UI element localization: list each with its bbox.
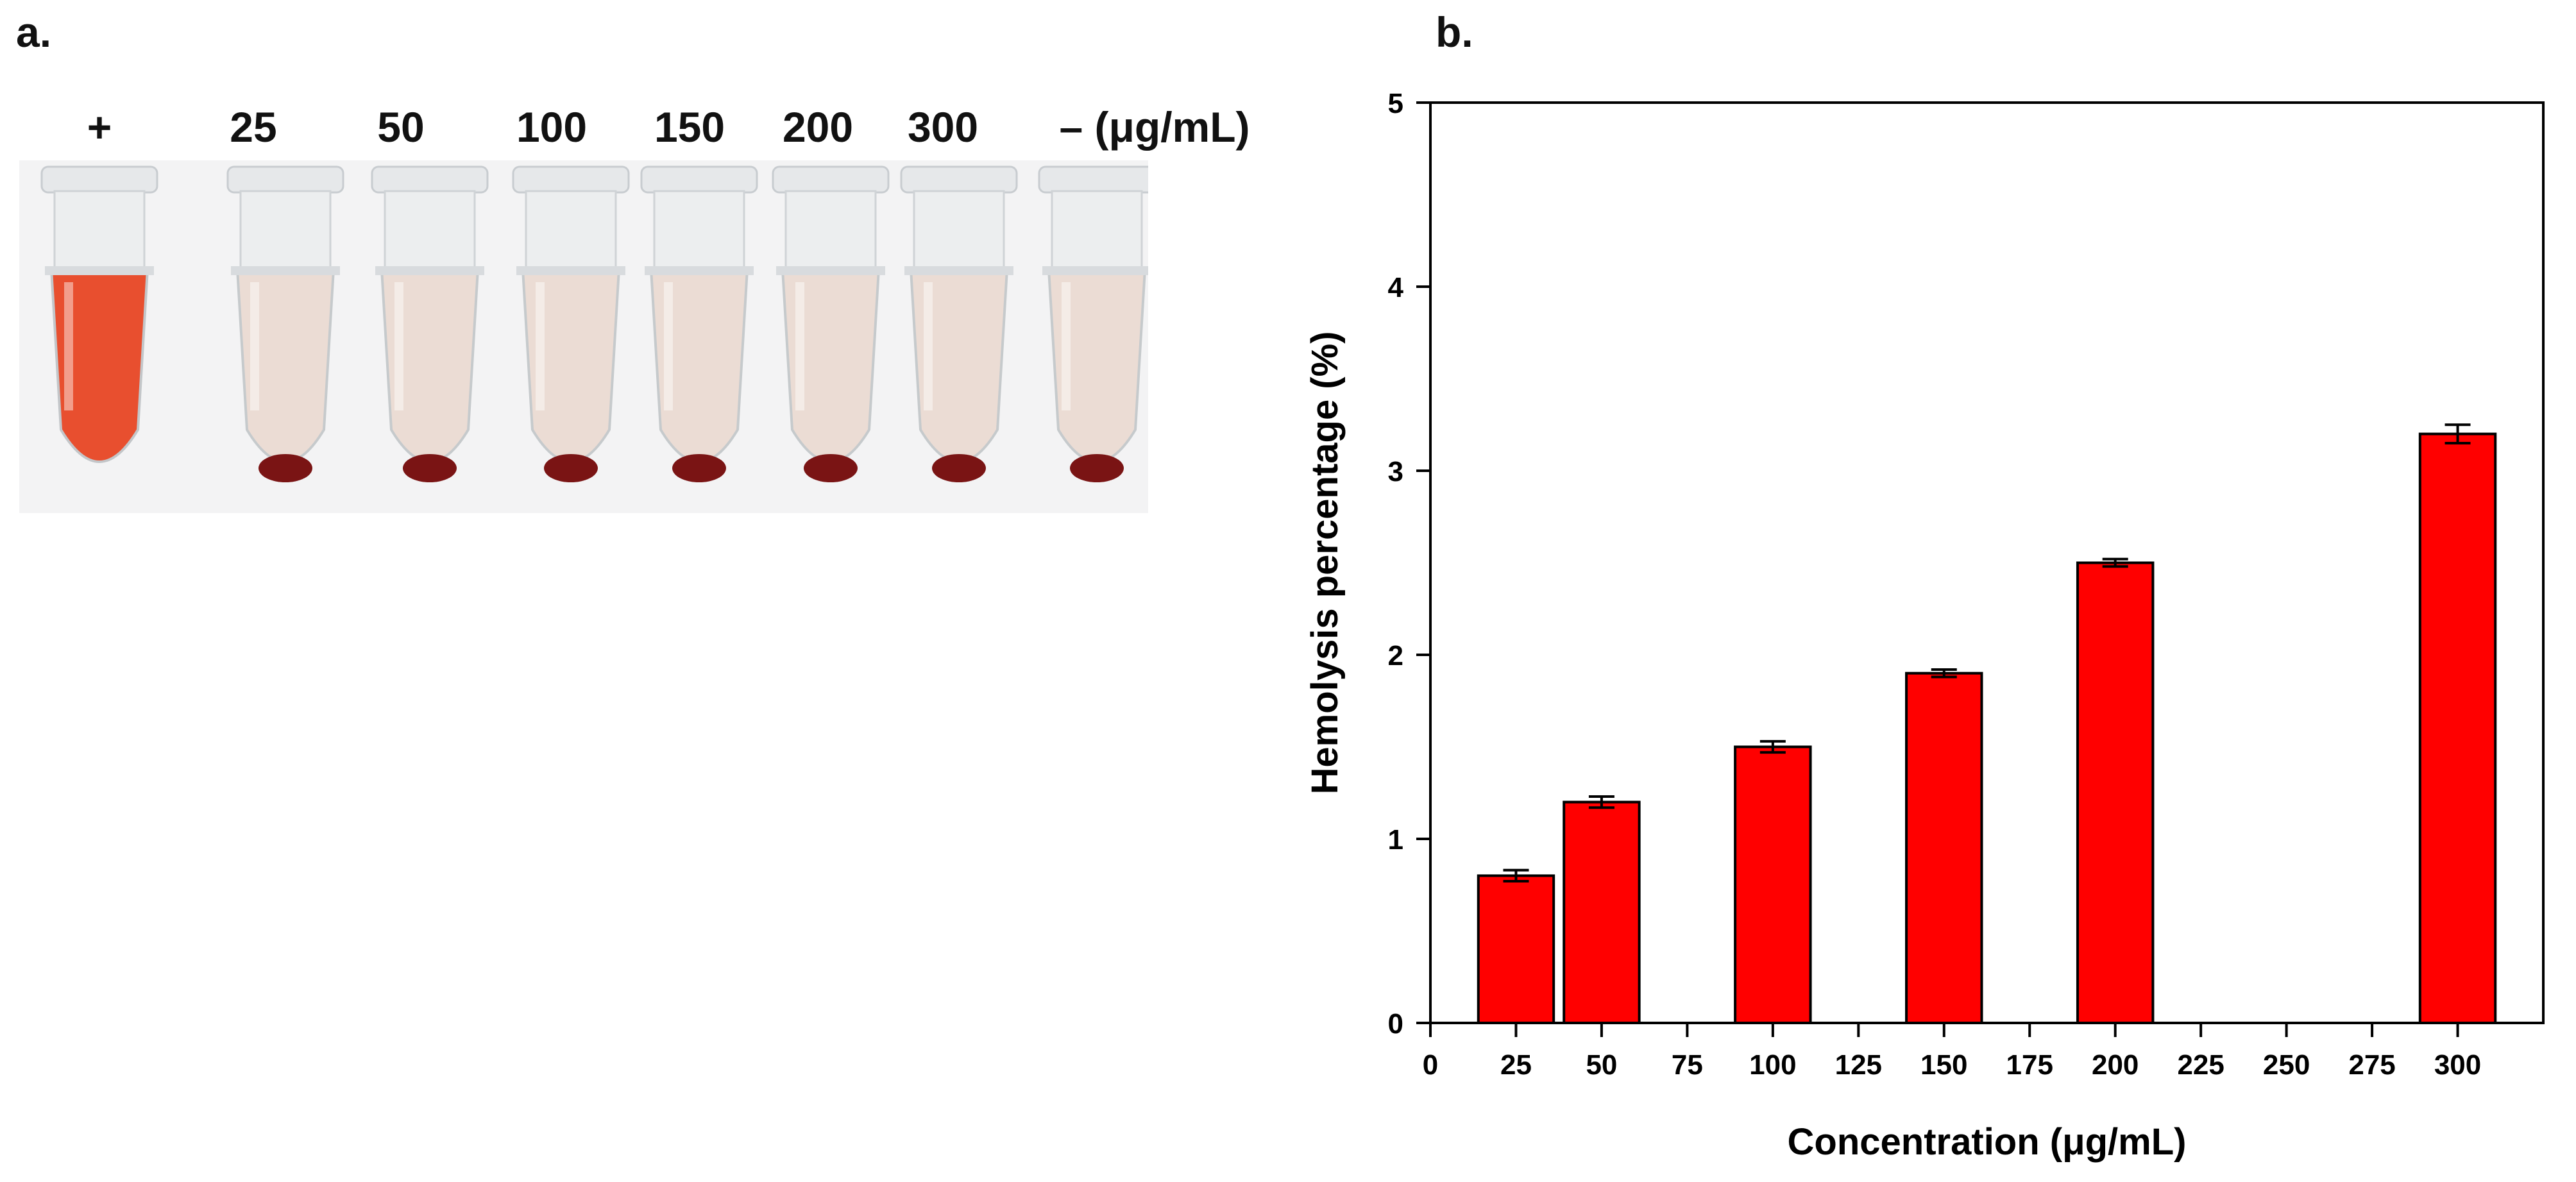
panel-a-label: a.: [16, 8, 52, 56]
x-axis-title: Concentration (μg/mL): [1788, 1121, 2187, 1163]
bar: [1563, 800, 1641, 1024]
tube: [900, 165, 1018, 482]
error-bar: [1588, 795, 1614, 809]
x-tick-label: 50: [1586, 1049, 1617, 1081]
pellet: [258, 454, 312, 482]
error-bar: [1503, 868, 1529, 883]
tube-label: 200: [782, 103, 854, 151]
y-tick-label: 1: [1388, 824, 1403, 856]
bar: [1905, 671, 1983, 1024]
y-tick-label: 5: [1388, 88, 1403, 119]
bar: [2076, 561, 2155, 1024]
tube: [640, 165, 758, 482]
x-tick-label: 225: [2177, 1049, 2224, 1081]
tube-label: – (μg/mL): [1059, 103, 1250, 151]
y-tick-label: 3: [1388, 456, 1403, 487]
tube-label: 25: [230, 103, 277, 151]
tube: [40, 165, 158, 463]
tube-label: 50: [377, 103, 425, 151]
x-tick-label: 125: [1835, 1049, 1882, 1081]
pellet: [672, 454, 726, 482]
panel-b-label: b.: [1436, 8, 1473, 56]
pellet: [1070, 454, 1124, 482]
error-bar: [1931, 668, 1957, 679]
x-tick-label: 25: [1500, 1049, 1532, 1081]
error-bar: [2102, 557, 2128, 568]
bar: [2418, 432, 2497, 1024]
pellet: [932, 454, 986, 482]
bar: [1477, 874, 1555, 1025]
x-tick-label: 250: [2263, 1049, 2310, 1081]
tube: [226, 165, 344, 482]
bar: [1734, 745, 1812, 1024]
x-tick-label: 175: [2006, 1049, 2053, 1081]
tube-label: 300: [907, 103, 979, 151]
x-tick-label: 0: [1423, 1049, 1438, 1081]
tube-label: 150: [654, 103, 725, 151]
tube: [772, 165, 890, 482]
tube-label: +: [87, 103, 112, 151]
x-tick-label: 150: [1920, 1049, 1967, 1081]
x-tick-label: 75: [1672, 1049, 1703, 1081]
error-bar: [1759, 739, 1786, 754]
tube-label: 100: [516, 103, 588, 151]
x-tick-label: 300: [2434, 1049, 2481, 1081]
tube: [1038, 165, 1148, 482]
y-tick-label: 2: [1388, 640, 1403, 671]
plot-frame: [1429, 101, 2545, 1024]
x-tick-label: 275: [2348, 1049, 2395, 1081]
tube-photo: [19, 160, 1148, 513]
x-tick-label: 200: [2092, 1049, 2139, 1081]
pellet: [544, 454, 598, 482]
y-tick-label: 4: [1388, 272, 1404, 303]
x-tick-label: 100: [1749, 1049, 1796, 1081]
pellet: [403, 454, 457, 482]
y-tick-label: 0: [1388, 1008, 1403, 1040]
pellet: [804, 454, 858, 482]
y-axis-title: Hemolysis percentage (%): [1304, 331, 1346, 794]
error-bar: [2445, 423, 2471, 444]
tube: [371, 165, 489, 482]
tube: [512, 165, 630, 482]
